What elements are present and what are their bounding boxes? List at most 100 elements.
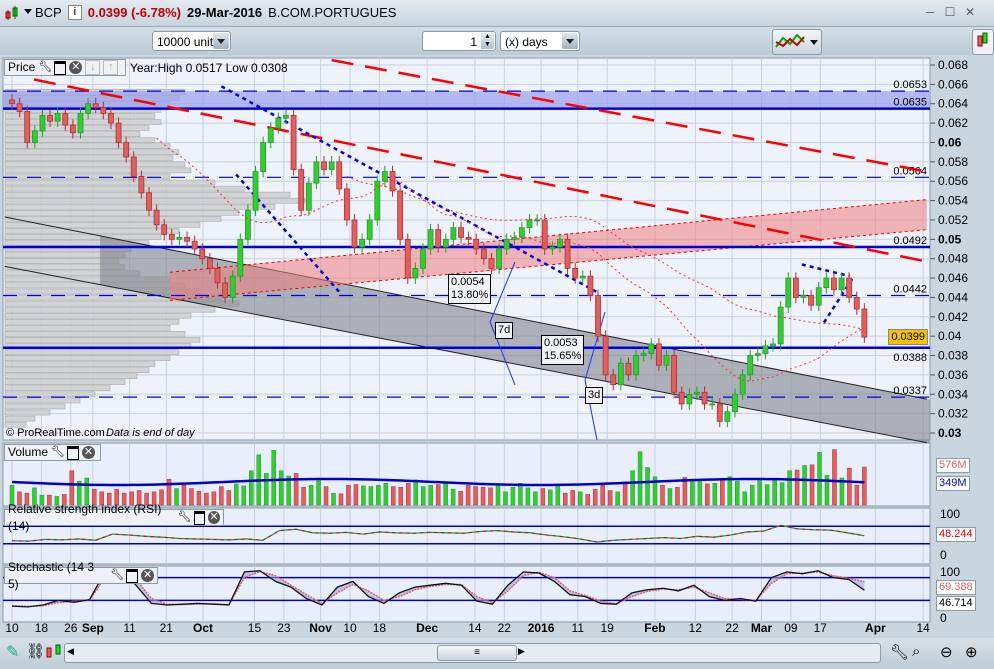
measure-duration-1: 7d xyxy=(495,322,514,339)
x-tick-label: Mar xyxy=(751,621,773,635)
volume-bar xyxy=(271,450,276,506)
period-stepper[interactable]: 1 ▲ ▼ xyxy=(422,31,496,51)
candle-body xyxy=(762,345,769,354)
restore-button[interactable]: ☐ xyxy=(944,5,956,19)
close-icon[interactable]: ✕ xyxy=(69,61,83,74)
move-up-icon[interactable]: ↑ xyxy=(103,60,119,75)
scroll-right-icon[interactable]: ▶ xyxy=(518,646,525,656)
candle-body xyxy=(298,169,305,211)
volume-profile-bar xyxy=(4,167,192,174)
candle-body xyxy=(442,238,449,248)
x-tick-label: 26 xyxy=(64,621,78,635)
wrench-icon[interactable]: 🔧︎ xyxy=(51,446,65,458)
close-icon[interactable]: ✕ xyxy=(82,446,96,459)
volume-bar xyxy=(854,484,860,506)
volume-bar xyxy=(862,466,867,506)
volume-bar xyxy=(779,482,785,506)
wrench-icon[interactable]: 🔧︎ xyxy=(890,644,910,661)
x-tick-label: 21 xyxy=(160,621,174,635)
volume-bar xyxy=(136,490,142,506)
candle-body xyxy=(831,277,837,291)
moving-average-line xyxy=(156,137,865,382)
info-icon[interactable]: i xyxy=(67,5,82,20)
candle-body xyxy=(252,171,259,211)
chevron-down-icon[interactable] xyxy=(213,33,229,49)
candle-body xyxy=(815,287,822,306)
zoom-fit-icon[interactable]: ⌕ xyxy=(912,643,921,660)
chevron-down-icon[interactable] xyxy=(562,33,578,49)
volume-profile-bar xyxy=(4,385,111,392)
zoom-out-icon[interactable]: ⊖ xyxy=(940,644,953,661)
measure-line-7d xyxy=(489,261,516,386)
blue-dotted-trendline xyxy=(822,276,855,324)
volume-bar xyxy=(278,470,284,506)
y-tick-label: 0.036 xyxy=(938,368,968,382)
chain-link-icon[interactable]: ⛓︎ xyxy=(26,643,46,660)
volume-bar xyxy=(495,484,501,506)
chart-style-icon xyxy=(775,33,805,48)
close-icon[interactable]: ✕ xyxy=(141,569,154,582)
volume-profile-bar xyxy=(4,306,216,313)
level-label: 0.0337 xyxy=(893,385,927,397)
measure-box-2: 0.0053 15.65% xyxy=(541,335,585,365)
window-icon[interactable] xyxy=(67,445,80,460)
candle-body xyxy=(153,209,160,226)
scrollbar-thumb[interactable]: ≡ xyxy=(437,645,517,661)
close-icon[interactable]: ✕ xyxy=(207,511,220,524)
candle-body xyxy=(260,142,267,172)
window-icon[interactable] xyxy=(54,60,67,75)
measure-box-1: 0.0054 13.80% xyxy=(448,274,492,304)
wrench-icon[interactable]: 🔧︎ xyxy=(177,511,192,523)
period-unit-select[interactable]: (x) days xyxy=(500,31,580,51)
y-tick-label: 0.046 xyxy=(938,271,968,285)
window-icon[interactable] xyxy=(126,568,139,583)
candle-body xyxy=(572,267,579,279)
minimize-button[interactable]: ─ xyxy=(925,5,935,19)
candle-body xyxy=(313,161,320,184)
candle-body xyxy=(115,122,122,143)
rsi-axis-0: 0 xyxy=(940,548,947,562)
symbol-dropdown-icon[interactable] xyxy=(24,9,32,14)
volume-bar xyxy=(398,486,404,506)
volume-bar xyxy=(219,486,224,506)
volume-bar xyxy=(376,484,381,506)
candle-body xyxy=(747,355,754,376)
title-bar: BCP i 0.0399 (-6.78%) 29-Mar-2016 B.COM.… xyxy=(0,0,994,27)
chart-type-button[interactable] xyxy=(772,29,822,55)
volume-bar xyxy=(525,487,531,506)
chevron-down-icon[interactable] xyxy=(810,40,818,45)
volume-bar xyxy=(563,492,568,506)
candle-body xyxy=(754,353,761,356)
volume-bar xyxy=(47,494,52,506)
draw-line-icon[interactable]: ✎ xyxy=(6,644,20,661)
stepper-arrows-icon[interactable]: ▲ ▼ xyxy=(481,33,494,49)
volume-bar xyxy=(480,486,486,506)
y-tick-label: 0.048 xyxy=(938,252,968,266)
candle-body xyxy=(579,275,586,279)
zoom-in-icon[interactable]: ⊕ xyxy=(965,644,978,661)
volume-profile-bar xyxy=(4,367,150,373)
volume-last-value: 576M xyxy=(936,458,970,473)
volume-average-value: 349M xyxy=(936,476,970,491)
time-scrollbar[interactable]: ◀ ≡ ▶ xyxy=(64,643,881,663)
units-select[interactable]: 10000 units xyxy=(152,31,231,51)
volume-bar xyxy=(17,491,22,506)
candlestick-mode-icon[interactable] xyxy=(44,642,66,662)
candle-body xyxy=(465,236,472,240)
volume-bar xyxy=(69,470,75,506)
volume-bar xyxy=(832,449,837,506)
y-tick-label: 0.032 xyxy=(938,407,968,421)
symbol[interactable]: BCP xyxy=(35,5,62,20)
wrench-icon[interactable]: 🔧︎ xyxy=(110,569,125,581)
move-down-icon[interactable]: ↓ xyxy=(85,60,101,75)
window-icon[interactable] xyxy=(193,510,205,525)
wrench-icon[interactable]: 🔧︎ xyxy=(38,61,53,73)
candle-body xyxy=(709,403,716,406)
volume-bar xyxy=(749,484,755,506)
volume-bar xyxy=(62,494,67,506)
scroll-left-icon[interactable]: ◀ xyxy=(67,646,74,656)
candle-body xyxy=(770,343,776,347)
close-button[interactable]: ✕ xyxy=(964,5,976,19)
candlestick-icon[interactable] xyxy=(5,6,19,25)
